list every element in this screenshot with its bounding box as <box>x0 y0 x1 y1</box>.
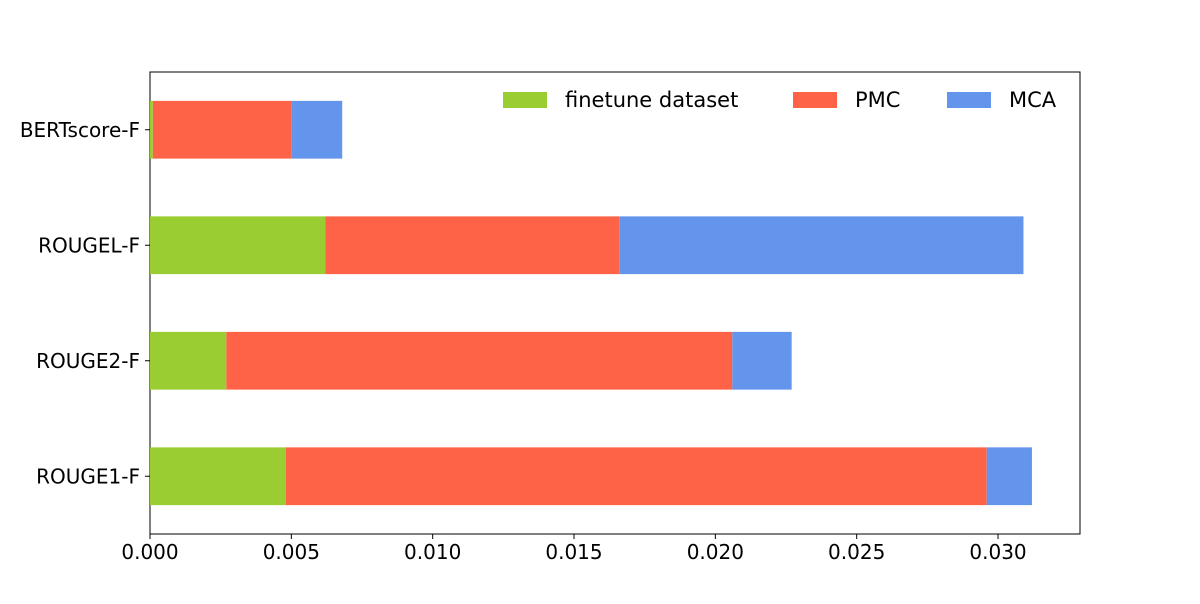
bar-pmc-rouge2-f <box>226 331 733 390</box>
bar-mca-rouge2-f <box>732 331 792 390</box>
legend: finetune dataset PMC MCA <box>503 88 1057 112</box>
legend-swatch-mca <box>947 92 991 108</box>
y-tick-label: ROUGE1-F <box>36 464 140 488</box>
x-tick-label: 0.020 <box>687 540 744 564</box>
bar-mca-rougel-f <box>619 216 1024 275</box>
y-axis: ROUGE1-F ROUGE2-F ROUGEL-F BERTscore-F <box>20 118 150 488</box>
x-tick-label: 0.030 <box>969 540 1026 564</box>
legend-swatch-pmc <box>793 92 837 108</box>
bar-finetune-dataset-bertscore-f <box>150 100 153 159</box>
bar-finetune-dataset-rouge1-f <box>150 447 286 506</box>
bar-pmc-bertscore-f <box>152 100 292 159</box>
bar-mca-rouge1-f <box>986 447 1032 506</box>
x-axis: 0.000 0.005 0.010 0.015 0.020 0.025 0.030 <box>121 534 1027 564</box>
x-tick-label: 0.015 <box>545 540 602 564</box>
x-tick-label: 0.010 <box>404 540 461 564</box>
bar-pmc-rouge1-f <box>285 447 987 506</box>
plot-area-frame <box>149 71 1081 535</box>
bars-group <box>150 100 1032 506</box>
legend-label: MCA <box>1009 88 1057 112</box>
legend-swatch-finetune-dataset <box>503 92 547 108</box>
bar-finetune-dataset-rouge2-f <box>150 331 227 390</box>
bar-pmc-rougel-f <box>325 216 620 275</box>
x-tick-label: 0.025 <box>828 540 885 564</box>
x-tick-label: 0.000 <box>121 540 178 564</box>
bar-mca-bertscore-f <box>291 100 343 159</box>
bar-finetune-dataset-rougel-f <box>150 216 326 275</box>
legend-label: finetune dataset <box>565 88 738 112</box>
y-tick-label: ROUGE2-F <box>36 349 140 373</box>
legend-label: PMC <box>855 88 900 112</box>
y-tick-label: ROUGEL-F <box>38 233 140 257</box>
y-tick-label: BERTscore-F <box>20 118 140 142</box>
x-tick-label: 0.005 <box>263 540 320 564</box>
